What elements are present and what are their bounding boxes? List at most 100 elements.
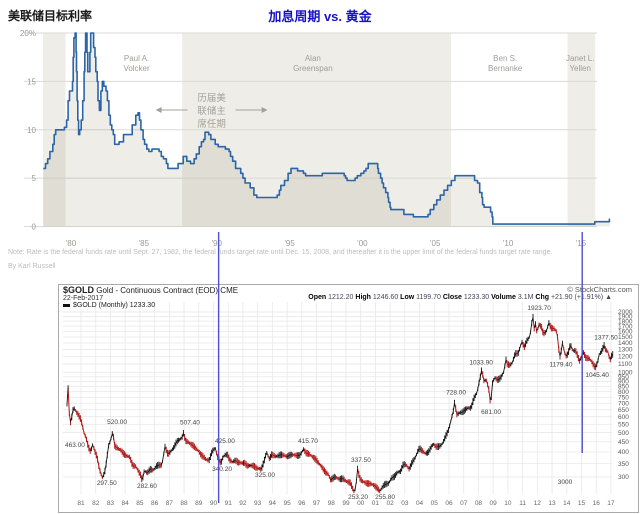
close-value: 1233.30 xyxy=(463,294,490,301)
gold-x-tick-label: 90 xyxy=(210,500,218,507)
gold-price-tick-label: 350 xyxy=(618,461,629,468)
fed-x-tick-label: '80 xyxy=(66,239,77,248)
fed-chair-label: Greenspan xyxy=(293,64,333,73)
gold-x-tick-label: 00 xyxy=(357,500,365,507)
high-value: 1246.60 xyxy=(372,294,399,301)
gold-x-tick-label: 05 xyxy=(431,500,439,507)
gold-price-tick-label: 500 xyxy=(618,430,629,437)
gold-x-tick-label: 89 xyxy=(195,500,203,507)
gold-x-tick-label: 04 xyxy=(416,500,424,507)
gold-price-tick-label: 550 xyxy=(618,421,629,428)
gold-price-annotation: 728.00 xyxy=(446,389,466,396)
gold-x-tick-label: 17 xyxy=(607,500,615,507)
volume-value: 3.1M xyxy=(517,294,534,301)
gold-x-tick-label: 10 xyxy=(504,500,512,507)
gold-price-tick-label: 1500 xyxy=(618,334,633,341)
fed-x-tick-label: '95 xyxy=(284,239,295,248)
byline: By Karl Russell xyxy=(8,263,56,270)
legend-line-icon xyxy=(63,303,70,307)
gold-price-tick-label: 700 xyxy=(618,400,629,407)
gold-price-tick-label: 1400 xyxy=(618,340,633,347)
gold-x-tick-label: 88 xyxy=(180,500,188,507)
open-value: 1212.20 xyxy=(328,294,354,301)
gold-x-tick-label: 93 xyxy=(254,500,262,507)
fed-chair-label: Volcker xyxy=(123,64,150,73)
gold-subtitle: Gold - Continuous Contract (EOD) CME xyxy=(94,286,239,295)
gold-x-tick-label: 96 xyxy=(298,500,306,507)
gold-x-tick-label: 11 xyxy=(519,500,526,507)
fed-chair-label: Janet L. xyxy=(566,54,594,63)
open-label: Open xyxy=(308,294,327,301)
gold-price-annotation: 337.50 xyxy=(351,457,371,464)
gold-price-tick-label: 750 xyxy=(618,394,629,401)
fed-x-tick-label: '90 xyxy=(211,239,222,248)
gold-chart-header: $GOLD Gold - Continuous Contract (EOD) C… xyxy=(63,285,238,295)
gold-price-tick-label: 1200 xyxy=(618,354,633,361)
left-arrowhead-icon xyxy=(155,107,162,113)
fed-y-tick-label: 15 xyxy=(27,77,36,86)
up-arrow-icon: ▲ xyxy=(605,294,612,301)
gold-legend: $GOLD (Monthly) 1233.30 xyxy=(63,302,155,309)
gold-price-tick-label: 1700 xyxy=(618,323,633,330)
gold-x-tick-label: 97 xyxy=(313,500,321,507)
gold-price-tick-label: 400 xyxy=(618,449,629,456)
chg-label: Chg xyxy=(535,294,549,301)
gold-price-tick-label: 1900 xyxy=(618,314,633,321)
gold-price-tick-label: 1100 xyxy=(618,361,632,368)
page-title: 加息周期 vs. 黄金 xyxy=(268,9,372,24)
fed-y-tick-label: 10 xyxy=(27,126,36,135)
gold-quote-date: 22-Feb-2017 xyxy=(63,295,104,302)
fed-x-tick-label: '10 xyxy=(503,239,514,248)
gold-price-annotation: 1923.70 xyxy=(527,305,551,312)
fed-chair-label: Alan xyxy=(305,54,321,63)
gold-x-tick-label: 15 xyxy=(578,500,586,507)
gold-price-tick-label: 1000 xyxy=(618,369,633,376)
gold-price-tick-label: 850 xyxy=(618,384,629,391)
fed-y-tick-label: 0 xyxy=(32,223,37,232)
fed-x-tick-label: '05 xyxy=(430,239,441,248)
gold-price-annotation: 3000 xyxy=(558,479,573,486)
high-label: High xyxy=(355,294,371,301)
gold-x-tick-label: 09 xyxy=(490,500,498,507)
gold-x-tick-label: 85 xyxy=(136,500,144,507)
fed-chair-label: Yellen xyxy=(569,64,591,73)
gold-x-tick-label: 94 xyxy=(269,500,277,507)
gold-x-tick-label: 16 xyxy=(593,500,601,507)
fed-x-tick-label: '85 xyxy=(139,239,150,248)
gold-x-tick-label: 12 xyxy=(534,500,542,507)
gold-price-annotation: 507.40 xyxy=(180,420,200,427)
gold-x-tick-label: 07 xyxy=(460,500,468,507)
fed-chair-label: Bernanke xyxy=(488,64,523,73)
gold-price-tick-label: 800 xyxy=(618,389,629,396)
gold-x-tick-label: 84 xyxy=(122,500,130,507)
right-arrowhead-icon xyxy=(261,107,268,113)
gold-x-tick-label: 14 xyxy=(563,500,571,507)
stockcharts-frame xyxy=(58,284,639,513)
gold-x-tick-label: 82 xyxy=(92,500,100,507)
low-label: Low xyxy=(400,294,415,301)
gold-price-annotation: 255.80 xyxy=(375,494,395,501)
legend-text: $GOLD (Monthly) 1233.30 xyxy=(73,302,156,309)
gold-price-annotation: 325.00 xyxy=(255,472,275,479)
gold-x-tick-label: 99 xyxy=(342,500,350,507)
gold-price-annotation: 1377.50 xyxy=(594,334,618,341)
gold-price-annotation: 425.00 xyxy=(215,438,235,445)
fed-y-tick-label: 20% xyxy=(20,29,36,38)
gold-price-annotation: 1033.90 xyxy=(469,359,493,366)
gold-price-annotation: 1179.40 xyxy=(550,361,573,368)
gold-price-annotation: 415.70 xyxy=(298,438,318,445)
gold-price-annotation: 520.00 xyxy=(107,419,127,426)
gold-price-annotation: 297.50 xyxy=(97,480,117,487)
gold-price-tick-label: 1300 xyxy=(618,347,633,354)
stockcharts-credit: © StockCharts.com xyxy=(567,285,632,294)
gold-down-bars xyxy=(67,317,611,494)
gold-x-tick-label: 83 xyxy=(107,500,115,507)
gold-price-annotation: 282.60 xyxy=(137,483,157,490)
gold-up-bars xyxy=(66,313,614,492)
fed-x-tick-label: '15 xyxy=(576,239,587,248)
gold-x-tick-label: 91 xyxy=(225,500,233,507)
fed-annotation-text: 联储主 xyxy=(197,105,226,117)
gold-price-tick-label: 2000 xyxy=(618,309,633,316)
